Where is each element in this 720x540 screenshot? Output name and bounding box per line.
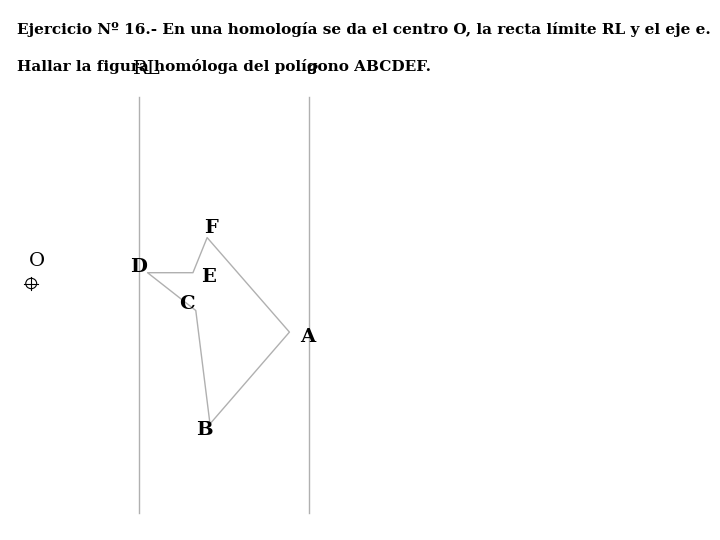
Text: B: B: [196, 421, 212, 440]
Text: O: O: [28, 252, 45, 270]
Text: e: e: [307, 60, 318, 78]
Text: D: D: [130, 258, 148, 276]
Text: E: E: [202, 268, 216, 286]
Text: F: F: [204, 219, 218, 237]
Text: Ejercicio Nº 16.- En una homología se da el centro O, la recta límite RL y el ej: Ejercicio Nº 16.- En una homología se da…: [17, 22, 711, 37]
Text: RL: RL: [133, 60, 161, 78]
Text: Hallar la figura homóloga del polígono ABCDEF.: Hallar la figura homóloga del polígono A…: [17, 59, 431, 75]
Text: A: A: [300, 328, 315, 347]
Text: C: C: [179, 295, 194, 313]
